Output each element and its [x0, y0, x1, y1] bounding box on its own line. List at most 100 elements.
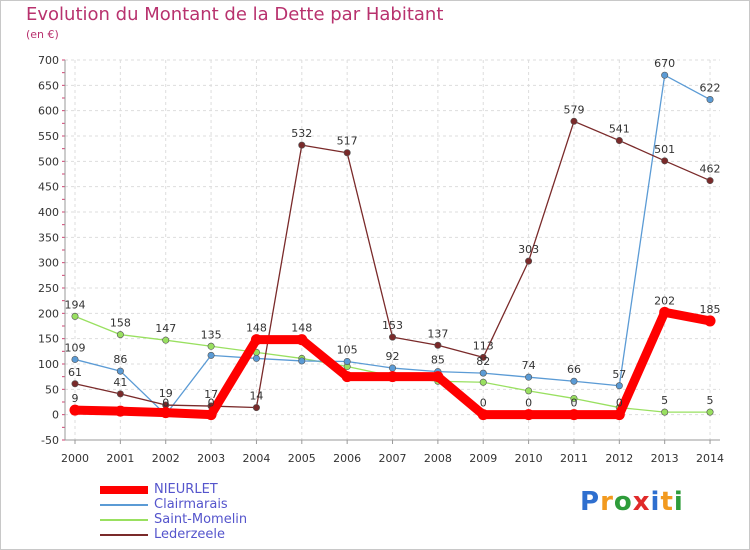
data-label-saint-momelin: 135 [201, 328, 222, 341]
x-tick-label: 2006 [333, 452, 361, 465]
legend-label: NIEURLET [154, 482, 218, 497]
data-label-clairmarais: 86 [113, 353, 127, 366]
x-tick-label: 2008 [424, 452, 452, 465]
data-point-clairmarais [525, 373, 533, 381]
data-point-lederzeele [252, 404, 260, 412]
y-tick-label: 600 [38, 105, 59, 118]
data-label-nieurlet: 185 [700, 303, 721, 316]
data-point-nieurlet [69, 404, 81, 416]
legend-swatch [100, 519, 148, 521]
proxiti-logo: Proxiti [580, 487, 684, 517]
data-point-clairmarais [389, 364, 397, 372]
data-point-clairmarais [479, 369, 487, 377]
data-point-lederzeele [525, 257, 533, 265]
data-label-lederzeele: 517 [337, 135, 358, 148]
logo-letter: t [660, 487, 674, 517]
data-point-clairmarais [298, 357, 306, 365]
legend-label: Clairmarais [154, 497, 228, 512]
data-point-nieurlet [477, 409, 489, 421]
data-label-clairmarais: 109 [65, 341, 86, 354]
y-tick-label: 250 [38, 282, 59, 295]
data-label-saint-momelin: 194 [65, 298, 86, 311]
data-point-nieurlet [205, 409, 217, 421]
data-label-lederzeele: 462 [700, 163, 721, 176]
x-tick-label: 2002 [152, 452, 180, 465]
data-label-clairmarais: 670 [654, 57, 675, 70]
logo-letter: o [613, 487, 633, 517]
data-point-nieurlet [296, 334, 308, 346]
logo-letter: r [600, 487, 614, 517]
data-label-clairmarais: 74 [522, 359, 536, 372]
data-label-nieurlet: 0 [525, 397, 532, 410]
y-tick-label: 300 [38, 257, 59, 270]
data-label-clairmarais: 92 [386, 350, 400, 363]
x-tick-label: 2013 [651, 452, 679, 465]
data-point-saint-momelin [479, 378, 487, 386]
data-point-lederzeele [661, 157, 669, 165]
data-label-saint-momelin: 147 [155, 322, 176, 335]
data-point-lederzeele [389, 333, 397, 341]
data-point-nieurlet [659, 306, 671, 318]
y-tick-label: 150 [38, 333, 59, 346]
data-point-nieurlet [432, 371, 444, 383]
data-label-nieurlet: 0 [616, 397, 623, 410]
logo-letter: i [673, 487, 684, 517]
y-tick-label: 350 [38, 231, 59, 244]
data-point-clairmarais [116, 367, 124, 375]
y-tick-label: 550 [38, 130, 59, 143]
legend-swatch [100, 534, 148, 536]
data-label-clairmarais: 0 [162, 397, 169, 410]
y-tick-label: 450 [38, 181, 59, 194]
data-point-lederzeele [298, 141, 306, 149]
data-point-nieurlet [568, 409, 580, 421]
data-label-clairmarais: 66 [567, 363, 581, 376]
data-label-lederzeele: 113 [473, 339, 494, 352]
data-point-saint-momelin [706, 408, 714, 416]
data-label-saint-momelin: 5 [707, 394, 714, 407]
x-tick-label: 2014 [696, 452, 724, 465]
x-tick-label: 2010 [515, 452, 543, 465]
data-point-nieurlet [114, 405, 126, 417]
data-label-nieurlet: 0 [208, 397, 215, 410]
data-point-nieurlet [704, 315, 716, 327]
x-tick-label: 2012 [605, 452, 633, 465]
data-label-lederzeele: 61 [68, 366, 82, 379]
data-point-lederzeele [71, 380, 79, 388]
data-point-lederzeele [343, 149, 351, 157]
x-tick-label: 2000 [61, 452, 89, 465]
data-label-clairmarais: 85 [431, 354, 445, 367]
data-label-lederzeele: 41 [113, 376, 127, 389]
data-point-nieurlet [250, 334, 262, 346]
y-tick-label: 200 [38, 307, 59, 320]
y-tick-label: -50 [41, 434, 59, 447]
legend-swatch [100, 504, 148, 506]
data-point-saint-momelin [71, 312, 79, 320]
data-point-lederzeele [615, 137, 623, 145]
data-label-nieurlet: 148 [291, 322, 312, 335]
logo-letter: x [632, 487, 651, 517]
x-tick-label: 2009 [469, 452, 497, 465]
y-tick-label: 0 [52, 409, 59, 422]
chart-title: Evolution du Montant de la Dette par Hab… [26, 4, 444, 25]
data-point-nieurlet [613, 409, 625, 421]
data-point-clairmarais [570, 377, 578, 385]
x-tick-label: 2011 [560, 452, 588, 465]
data-point-clairmarais [71, 355, 79, 363]
data-point-lederzeele [434, 341, 442, 349]
legend-label: Lederzeele [154, 527, 226, 542]
data-point-saint-momelin [525, 387, 533, 395]
data-label-lederzeele: 14 [249, 390, 263, 403]
data-point-clairmarais [343, 357, 351, 365]
x-tick-label: 2003 [197, 452, 225, 465]
data-label-clairmarais: 622 [700, 82, 721, 95]
line-chart: -500501001502002503003504004505005506006… [38, 54, 724, 465]
y-tick-label: 700 [38, 54, 59, 67]
data-label-nieurlet: 9 [72, 392, 79, 405]
data-label-lederzeele: 17 [204, 388, 218, 401]
data-label-lederzeele: 501 [654, 143, 675, 156]
unit-label: (en €) [26, 28, 59, 41]
data-point-saint-momelin [570, 394, 578, 402]
y-tick-label: 400 [38, 206, 59, 219]
data-point-nieurlet [523, 409, 535, 421]
y-tick-label: 50 [45, 383, 59, 396]
